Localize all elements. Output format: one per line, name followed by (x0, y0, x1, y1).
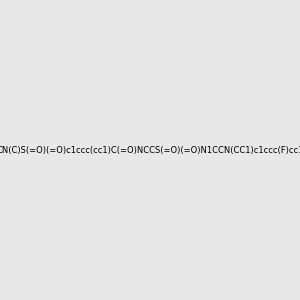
Text: CN(C)S(=O)(=O)c1ccc(cc1)C(=O)NCCS(=O)(=O)N1CCN(CC1)c1ccc(F)cc1: CN(C)S(=O)(=O)c1ccc(cc1)C(=O)NCCS(=O)(=O… (0, 146, 300, 154)
